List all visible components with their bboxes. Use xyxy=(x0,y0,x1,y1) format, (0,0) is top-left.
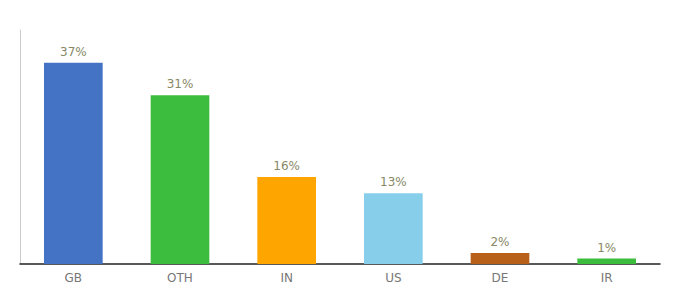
svg-text:US: US xyxy=(385,271,401,285)
svg-text:2%: 2% xyxy=(490,235,509,249)
svg-text:1%: 1% xyxy=(597,241,616,255)
svg-text:IN: IN xyxy=(280,271,293,285)
svg-text:13%: 13% xyxy=(380,175,407,189)
svg-text:GB: GB xyxy=(65,271,83,285)
svg-text:DE: DE xyxy=(492,271,509,285)
svg-text:37%: 37% xyxy=(60,45,87,59)
svg-text:OTH: OTH xyxy=(167,271,193,285)
svg-text:31%: 31% xyxy=(167,77,194,91)
svg-text:16%: 16% xyxy=(273,159,300,173)
svg-text:IR: IR xyxy=(601,271,613,285)
